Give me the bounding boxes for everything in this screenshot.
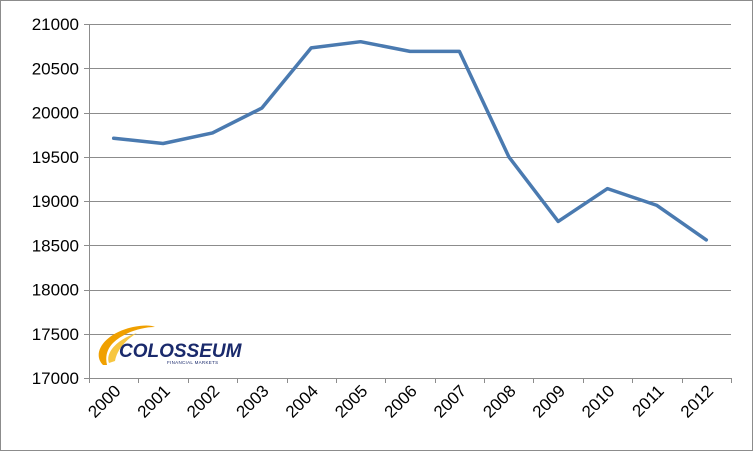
y-tick-label-17000: 17000 bbox=[32, 369, 79, 388]
x-tick-label-2006: 2006 bbox=[381, 381, 421, 421]
y-tick-label-20000: 20000 bbox=[32, 104, 79, 123]
x-tick-label-2008: 2008 bbox=[479, 381, 519, 421]
x-tick-label-2001: 2001 bbox=[134, 381, 174, 421]
y-tick-label-19000: 19000 bbox=[32, 192, 79, 211]
y-tick-labels: 17000 17500 18000 18500 19000 19500 20000 20500… bbox=[32, 15, 89, 388]
colosseum-logo: COLOSSEUM FINANCIAL MARKETS bbox=[98, 325, 243, 365]
x-tick-label-2002: 2002 bbox=[183, 381, 223, 421]
y-tick-label-17500: 17500 bbox=[32, 325, 79, 344]
y-tick-label-18000: 18000 bbox=[32, 281, 79, 300]
y-tick-label-20500: 20500 bbox=[32, 59, 79, 78]
x-tick-label-2007: 2007 bbox=[430, 381, 470, 421]
logo-subtext: FINANCIAL MARKETS bbox=[167, 360, 218, 365]
y-tick-label-18500: 18500 bbox=[32, 236, 79, 255]
x-tick-label-2009: 2009 bbox=[529, 381, 569, 421]
x-tick-label-2010: 2010 bbox=[578, 381, 618, 421]
x-tick-label-2000: 2000 bbox=[84, 381, 124, 421]
gridlines bbox=[89, 24, 731, 335]
y-tick-label-21000: 21000 bbox=[32, 15, 79, 34]
series-line-0 bbox=[111, 39, 709, 242]
x-tick-labels: 2000 2001 2002 2003 2004 2005 2006 2007 2008 2009… bbox=[84, 378, 732, 422]
axes bbox=[89, 24, 731, 379]
logo-wordmark: COLOSSEUM bbox=[119, 341, 243, 362]
x-tick-label-2011: 2011 bbox=[628, 381, 667, 420]
y-tick-label-19500: 19500 bbox=[32, 148, 79, 167]
x-tick-label-2005: 2005 bbox=[331, 381, 371, 421]
series-group bbox=[111, 39, 709, 242]
x-tick-label-2004: 2004 bbox=[282, 381, 322, 421]
logo-swoosh bbox=[98, 325, 155, 365]
x-tick-label-2003: 2003 bbox=[232, 381, 272, 421]
logo-swoosh-inner bbox=[108, 333, 137, 363]
x-tick-label-2012: 2012 bbox=[677, 381, 717, 421]
